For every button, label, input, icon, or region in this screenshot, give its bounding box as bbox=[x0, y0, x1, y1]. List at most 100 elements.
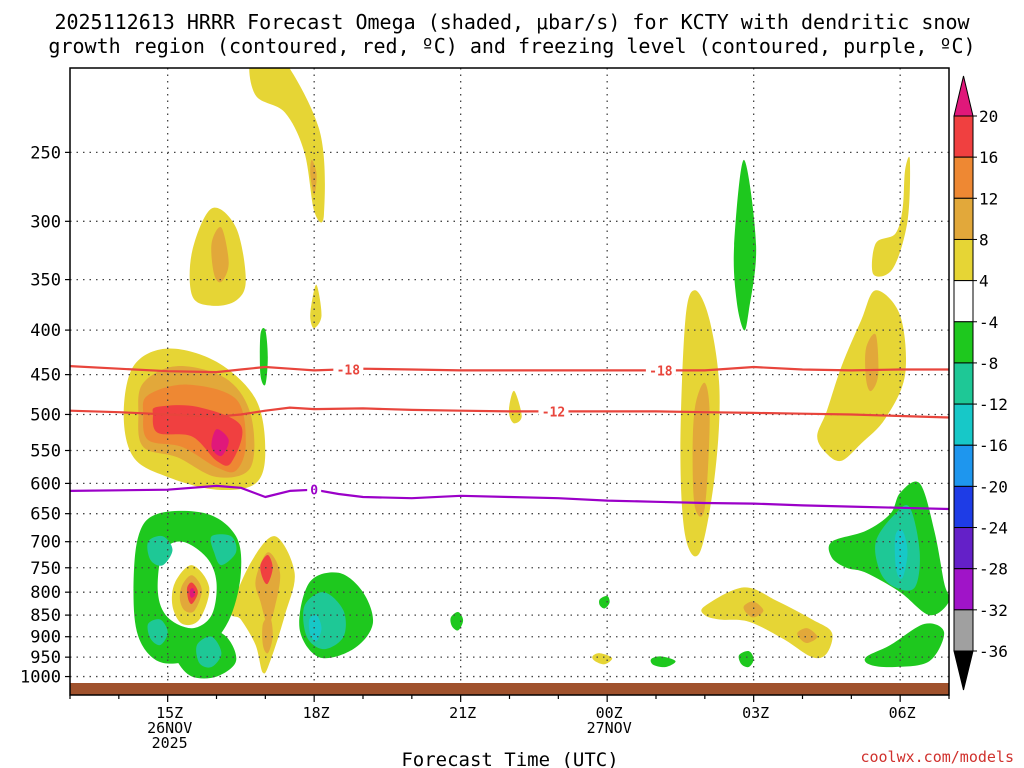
y-tick-label: 300 bbox=[30, 212, 61, 232]
x-tick-label: 2025 bbox=[152, 734, 188, 752]
colorbar-swatch bbox=[953, 321, 974, 364]
contour-label: -12 bbox=[542, 405, 565, 420]
omega-shading bbox=[123, 68, 949, 679]
omega-region bbox=[738, 651, 754, 668]
y-tick-label: 600 bbox=[30, 474, 61, 494]
y-tick-label: 950 bbox=[30, 648, 61, 668]
x-tick-label: 27NOV bbox=[587, 719, 632, 737]
colorbar-swatch bbox=[953, 238, 974, 282]
y-tick-label: 700 bbox=[30, 533, 61, 553]
chart-title-line-2: growth region (contoured, red, ºC) and f… bbox=[48, 34, 975, 58]
omega-region bbox=[797, 628, 818, 644]
contour-label-bg bbox=[645, 363, 676, 378]
x-tick-label: 15Z bbox=[156, 704, 183, 722]
colorbar-swatch bbox=[953, 609, 974, 652]
colorbar-label: -4 bbox=[979, 313, 998, 332]
x-tick-label: 21Z bbox=[449, 704, 476, 722]
omega-region bbox=[262, 616, 273, 654]
colorbar-swatch bbox=[953, 403, 974, 446]
omega-region bbox=[211, 429, 229, 457]
omega-region bbox=[147, 535, 173, 566]
contour-label-bg bbox=[333, 362, 364, 377]
omega-region bbox=[865, 333, 879, 392]
omega-region bbox=[864, 623, 945, 668]
y-axis: 2503003504004505005506006507007508008509… bbox=[20, 143, 70, 688]
colorbar-swatch bbox=[953, 568, 974, 611]
omega-region bbox=[189, 588, 196, 598]
colorbar-label: 4 bbox=[979, 272, 989, 291]
y-tick-label: 1000 bbox=[20, 668, 61, 688]
colorbar-label: -16 bbox=[979, 436, 1008, 455]
omega-region bbox=[450, 611, 464, 631]
x-axis-title: Forecast Time (UTC) bbox=[401, 749, 618, 768]
y-tick-label: 800 bbox=[30, 583, 61, 603]
y-tick-label: 750 bbox=[30, 559, 61, 579]
colorbar-swatch bbox=[953, 197, 974, 240]
colorbar-label: -24 bbox=[979, 519, 1008, 538]
x-tick-label: 00Z bbox=[596, 704, 623, 722]
omega-region bbox=[508, 390, 522, 424]
isotherm-contours bbox=[70, 365, 949, 511]
colorbar-label: -20 bbox=[979, 477, 1008, 496]
omega-region bbox=[310, 159, 317, 196]
y-tick-label: 250 bbox=[30, 143, 61, 163]
y-tick-label: 550 bbox=[30, 442, 61, 462]
colorbar-label: 20 bbox=[979, 107, 998, 126]
x-tick-label: 18Z bbox=[303, 704, 330, 722]
omega-region bbox=[733, 159, 757, 331]
colorbar: 20 16 12 8 4 -4 -8 -12 -16 -20 -24 -28 -32 -36 bbox=[953, 75, 1008, 691]
colorbar-label: -36 bbox=[979, 642, 1008, 661]
dgz-isotherm-line bbox=[70, 406, 949, 419]
x-tick-label: 03Z bbox=[742, 704, 769, 722]
colorbar-swatch bbox=[953, 527, 974, 570]
y-tick-label: 450 bbox=[30, 366, 61, 386]
contour-label-bg bbox=[307, 482, 322, 497]
x-tick-label: 06Z bbox=[889, 704, 916, 722]
colorbar-label: 8 bbox=[979, 230, 989, 249]
y-tick-label: 500 bbox=[30, 405, 61, 425]
omega-region bbox=[259, 327, 268, 386]
colorbar-swatch bbox=[953, 444, 974, 487]
omega-region bbox=[249, 68, 325, 223]
contour-label: 0 bbox=[310, 484, 318, 499]
colorbar-swatch bbox=[953, 115, 974, 158]
contour-label-bg bbox=[538, 404, 569, 419]
y-tick-label: 650 bbox=[30, 505, 61, 525]
omega-region bbox=[310, 284, 322, 329]
omega-region bbox=[894, 529, 908, 579]
plot-gridlines bbox=[70, 68, 949, 695]
colorbar-label: -28 bbox=[979, 560, 1008, 579]
omega-region bbox=[260, 554, 273, 585]
colorbar-swatch bbox=[953, 362, 974, 405]
omega-region bbox=[817, 290, 907, 462]
y-tick-label: 350 bbox=[30, 271, 61, 291]
colorbar-swatch bbox=[953, 485, 974, 529]
chart-title-line-1: 2025112613 HRRR Forecast Omega (shaded, … bbox=[54, 10, 970, 34]
omega-region bbox=[592, 653, 613, 665]
colorbar-label: 16 bbox=[979, 148, 998, 167]
dgz-isotherm-line bbox=[70, 365, 949, 374]
contour-label: -18 bbox=[649, 364, 673, 379]
omega-region bbox=[650, 656, 676, 668]
y-tick-label: 900 bbox=[30, 628, 61, 648]
colorbar-swatch bbox=[953, 280, 974, 323]
credit-link[interactable]: coolwx.com/models bbox=[860, 748, 1014, 766]
omega-region bbox=[211, 227, 229, 283]
omega-region bbox=[308, 614, 322, 642]
omega-region bbox=[196, 636, 222, 668]
y-tick-label: 400 bbox=[30, 321, 61, 341]
colorbar-swatch bbox=[953, 156, 974, 199]
omega-region bbox=[210, 534, 237, 566]
colorbar-bottom-arrow bbox=[953, 650, 974, 691]
ground-surface bbox=[70, 683, 949, 695]
colorbar-top-arrow bbox=[953, 75, 974, 117]
omega-region bbox=[743, 601, 764, 618]
contour-label: -18 bbox=[337, 364, 361, 379]
colorbar-label: -32 bbox=[979, 601, 1008, 620]
omega-region bbox=[701, 587, 833, 659]
freezing-level-line bbox=[70, 484, 949, 511]
omega-region bbox=[599, 595, 610, 609]
colorbar-label: 12 bbox=[979, 189, 998, 208]
